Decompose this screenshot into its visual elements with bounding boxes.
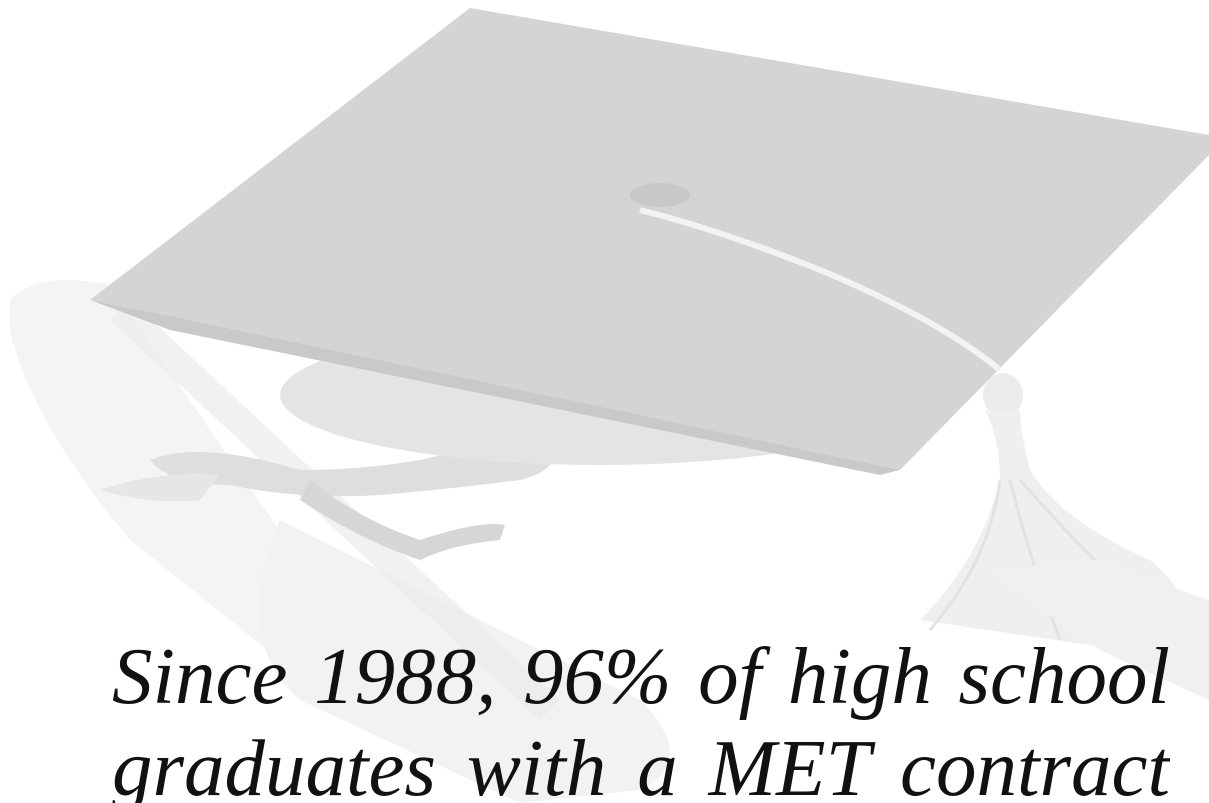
caption-text: Since 1988, 96% of high school graduates… (112, 630, 1170, 803)
tassel-icon (639, 207, 1209, 700)
caption-line-1: Since 1988, 96% of high school (112, 631, 1170, 721)
graduation-cap-icon (90, 8, 1209, 475)
diploma-scroll-icon (10, 280, 670, 803)
caption-line-2: graduates with a MET contract (112, 723, 1170, 803)
